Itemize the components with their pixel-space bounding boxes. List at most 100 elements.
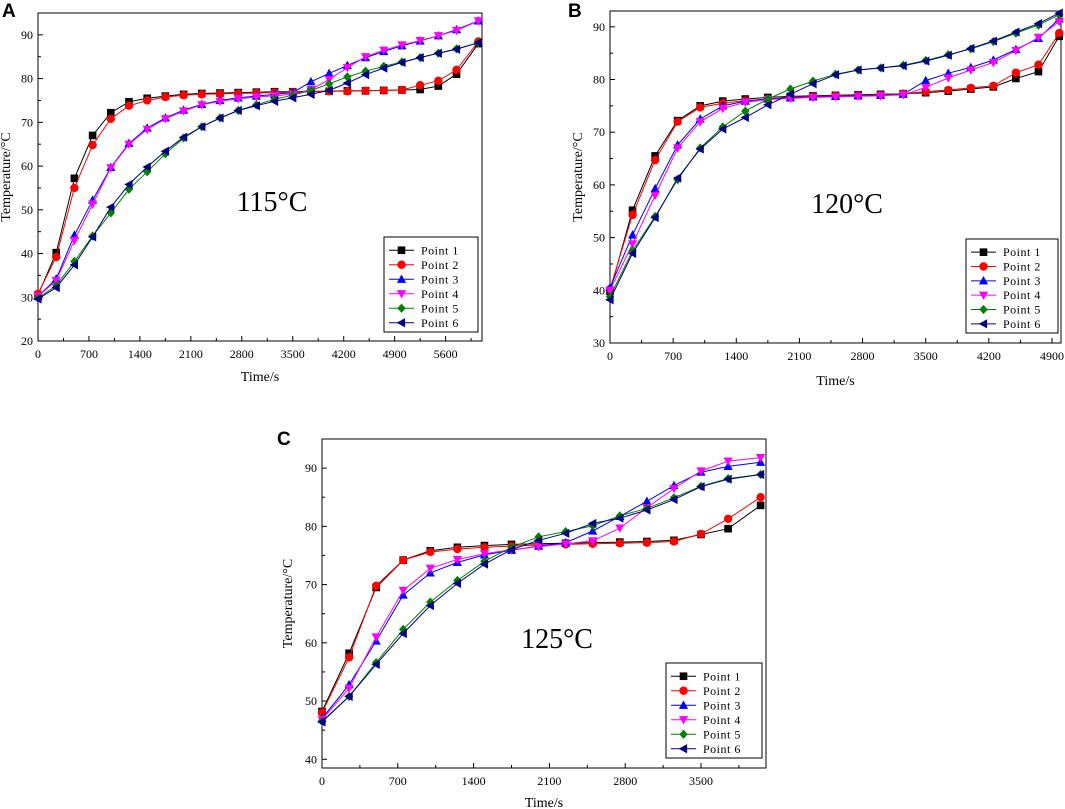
legend-entry: Point 4: [671, 713, 741, 727]
data-point: [808, 76, 818, 86]
legend-marker: [979, 248, 988, 256]
data-point: [371, 633, 381, 642]
data-point: [966, 83, 975, 93]
data-point: [723, 514, 733, 523]
legend-marker: [679, 672, 688, 681]
data-point: [651, 152, 659, 160]
y-tick-label: 30: [21, 290, 33, 304]
x-tick-label: 2100: [537, 774, 561, 788]
legend-entry: Point 1: [671, 669, 740, 683]
data-point: [627, 230, 638, 239]
legend-marker: [397, 303, 406, 313]
y-tick-label: 60: [21, 159, 33, 173]
data-point: [966, 66, 976, 75]
legend-marker: [396, 290, 407, 299]
data-point: [371, 659, 380, 669]
data-point: [233, 105, 242, 116]
x-tick-label: 4200: [332, 347, 356, 361]
y-tick-label: 40: [21, 247, 33, 261]
data-point: [696, 482, 705, 492]
data-point: [434, 82, 443, 90]
data-point: [453, 544, 462, 554]
data-point: [650, 191, 660, 201]
data-point: [605, 286, 615, 296]
legend-label: Point 2: [1003, 260, 1041, 274]
legend-marker: [397, 246, 406, 255]
data-point: [988, 59, 998, 68]
data-point: [588, 526, 598, 535]
legend-marker: [679, 686, 688, 695]
data-point: [33, 294, 42, 304]
data-point: [343, 87, 352, 96]
data-point: [69, 236, 79, 246]
y-tick-label: 70: [305, 578, 317, 592]
data-point: [756, 493, 765, 502]
data-point: [1011, 68, 1021, 77]
legend-label: Point 5: [421, 301, 459, 315]
x-tick-label: 5600: [434, 347, 458, 361]
data-point: [451, 44, 461, 54]
data-point: [669, 537, 679, 546]
data-point: [317, 708, 327, 717]
temperature-annotation: 115°C: [237, 187, 308, 218]
data-point: [615, 513, 624, 523]
data-point: [740, 112, 749, 123]
data-point: [650, 212, 659, 223]
data-point: [142, 167, 152, 177]
data-point: [179, 91, 188, 100]
legend-label: Point 3: [1003, 274, 1041, 288]
legend-marker: [679, 729, 688, 739]
data-point: [853, 65, 862, 75]
data-point: [160, 115, 170, 124]
data-point: [740, 98, 750, 107]
legend-label: Point 6: [1003, 317, 1041, 331]
data-point: [533, 543, 544, 552]
legend-marker: [678, 716, 689, 725]
x-tick-label: 1400: [724, 349, 748, 363]
y-tick-label: 90: [21, 28, 33, 42]
data-point: [1033, 33, 1044, 43]
y-tick-label: 90: [305, 461, 317, 475]
legend-entry: Point 3: [971, 274, 1041, 288]
data-point: [943, 74, 953, 83]
data-point: [695, 144, 704, 154]
data-point: [433, 48, 442, 58]
data-point: [696, 529, 706, 539]
data-point: [875, 63, 885, 73]
data-point: [627, 240, 638, 249]
x-tick-label: 3500: [281, 347, 305, 361]
data-point: [506, 545, 516, 555]
data-point: [306, 76, 316, 86]
x-tick-label: 3500: [689, 774, 713, 788]
data-point: [723, 457, 733, 466]
data-point: [479, 559, 489, 569]
data-point: [724, 524, 732, 533]
legend-marker: [678, 700, 689, 709]
data-point: [741, 106, 750, 116]
x-tick-label: 4900: [383, 347, 407, 361]
y-axis-label: Temperature/°C: [281, 559, 296, 648]
data-point: [344, 684, 354, 694]
legend-label: Point 6: [703, 742, 741, 756]
data-point: [1011, 27, 1020, 37]
plot-frame: [609, 10, 1062, 344]
data-point: [106, 108, 115, 117]
y-tick-label: 70: [593, 125, 605, 139]
data-point: [215, 113, 224, 123]
data-point: [70, 174, 79, 183]
data-point: [378, 63, 388, 73]
data-point: [628, 246, 637, 256]
legend-entry: Point 6: [971, 317, 1041, 331]
legend-label: Point 2: [703, 684, 741, 698]
legend-entry: Point 6: [671, 742, 741, 756]
y-tick-label: 80: [305, 519, 317, 533]
legend-label: Point 4: [703, 713, 741, 727]
data-point: [473, 38, 482, 48]
data-point: [142, 125, 152, 135]
x-tick-label: 3500: [914, 349, 938, 363]
x-tick-label: 0: [319, 774, 325, 788]
data-point: [398, 628, 407, 639]
